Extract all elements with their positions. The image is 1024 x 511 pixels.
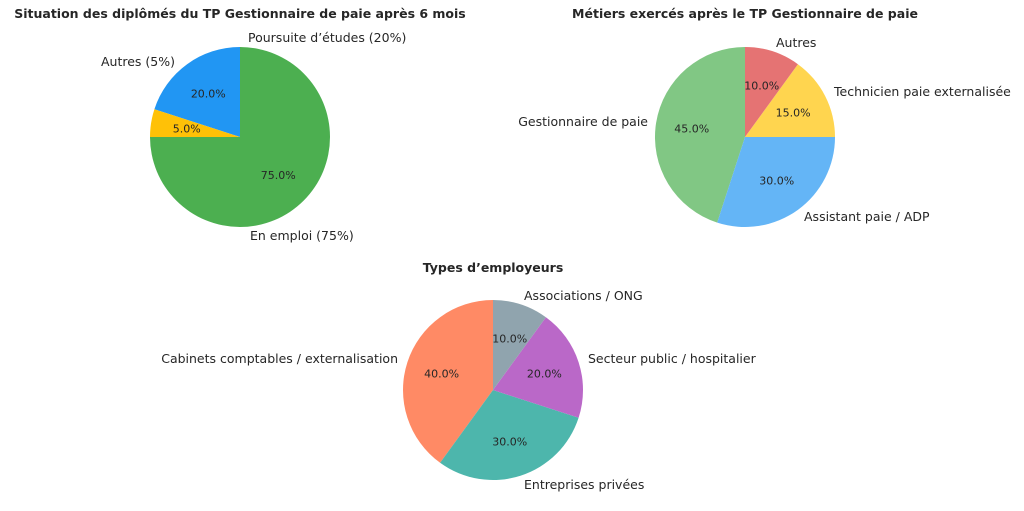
- slice-category-label: Cabinets comptables / externalisation: [161, 351, 398, 366]
- employer-types-pie-chart: Types d’employeurs 40.0% Cabinets comptab…: [161, 260, 756, 492]
- slice-category-label: Associations / ONG: [524, 288, 643, 303]
- slice-category-label: Poursuite d’études (20%): [248, 30, 406, 45]
- pie-labels: 40.0% Cabinets comptables / externalisati…: [161, 288, 756, 492]
- pie-slice-technicien-paie-externalisee: [745, 64, 835, 137]
- pie-labels: 75.0% En emploi (75%) 20.0% Poursuite d’étu…: [101, 30, 406, 243]
- pie-slice-entreprises-privees: [440, 390, 579, 481]
- chart-title: Types d’employeurs: [423, 260, 564, 275]
- pie-slices: [654, 46, 835, 228]
- pie-slices: [150, 47, 330, 227]
- slice-category-label: En emploi (75%): [250, 228, 354, 243]
- slice-percent-label: 10.0%: [744, 80, 779, 93]
- slice-category-label: Autres: [776, 35, 816, 50]
- pie-slice-autres: [745, 47, 798, 137]
- slice-percent-label: 30.0%: [759, 175, 794, 188]
- slice-percent-label: 30.0%: [492, 435, 527, 448]
- slice-percent-label: 75.0%: [261, 169, 296, 182]
- slice-category-label: Assistant paie / ADP: [804, 209, 930, 224]
- slice-percent-label: 10.0%: [492, 333, 527, 346]
- jobs-pie-chart: Métiers exercés après le TP Gestionnaire…: [518, 6, 1011, 228]
- pie-slice-autres-5: [150, 109, 240, 137]
- slice-category-label: Autres (5%): [101, 54, 175, 69]
- employment-status-pie-chart: Situation des diplômés du TP Gestionnair…: [14, 6, 466, 243]
- pie-slice-assistant-paie-adp: [717, 137, 835, 228]
- chart-title: Métiers exercés après le TP Gestionnaire…: [572, 6, 918, 21]
- slice-percent-label: 20.0%: [191, 87, 226, 100]
- slice-category-label: Technicien paie externalisée: [833, 84, 1011, 99]
- slice-percent-label: 15.0%: [776, 107, 811, 120]
- slice-percent-label: 5.0%: [173, 123, 201, 136]
- slice-percent-label: 45.0%: [674, 123, 709, 136]
- slice-percent-label: 20.0%: [527, 367, 562, 380]
- pie-slice-gestionnaire-de-paie: [654, 46, 745, 223]
- slice-category-label: Gestionnaire de paie: [518, 114, 648, 129]
- pie-slice-poursuite-d-etudes-20: [154, 47, 240, 137]
- chart-title: Situation des diplômés du TP Gestionnair…: [14, 6, 466, 21]
- pie-slice-secteur-public-hospitalier: [493, 317, 584, 418]
- pie-slices: [403, 300, 584, 481]
- pie-slice-cabinets-comptables-externalisation: [403, 300, 493, 463]
- pie-slice-associations-ong: [493, 300, 546, 390]
- slice-percent-label: 40.0%: [424, 367, 459, 380]
- slice-category-label: Secteur public / hospitalier: [588, 351, 757, 366]
- pie-labels: 45.0% Gestionnaire de paie 30.0% Assistant …: [518, 35, 1011, 224]
- slice-category-label: Entreprises privées: [524, 477, 644, 492]
